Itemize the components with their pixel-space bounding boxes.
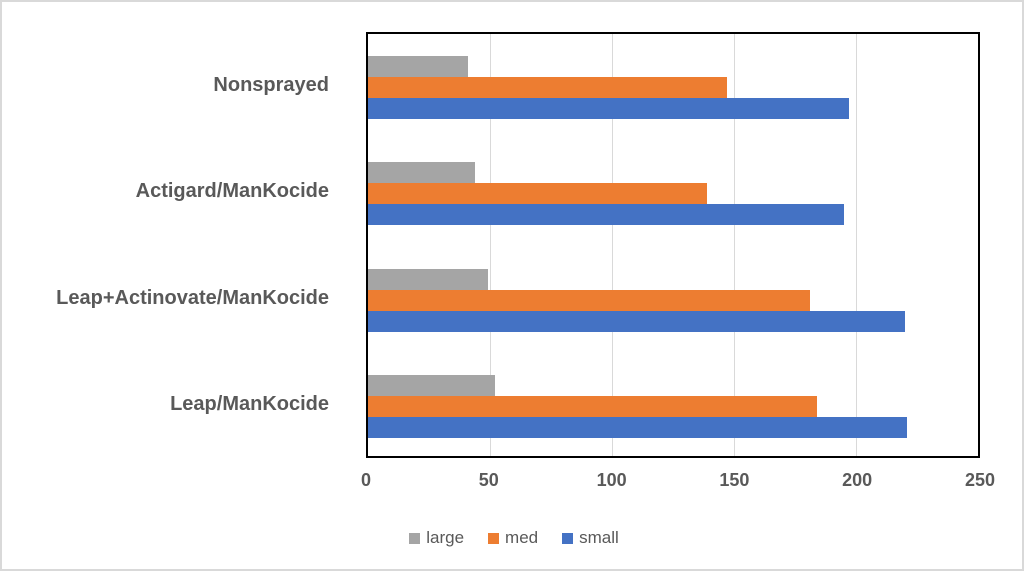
legend-label: med	[505, 528, 539, 547]
bar-leap-actinovate-mankocide-large	[368, 268, 488, 290]
bar-group-leap-mankocide	[368, 354, 978, 461]
bar-actigard-mankocide-large	[368, 162, 476, 184]
bar-leap-mankocide-large	[368, 375, 495, 397]
category-label-actigard-mankocide: Actigard/ManKocide	[135, 180, 329, 203]
legend-label: large	[426, 528, 465, 547]
category-label-leap-actinovate-mankocide: Leap+Actinovate/ManKocide	[56, 286, 329, 309]
x-tick-200: 200	[842, 470, 873, 490]
bar-actigard-mankocide-med	[368, 183, 708, 205]
gridline-50	[490, 34, 491, 456]
bar-rows	[368, 34, 978, 456]
bar-group-nonsprayed	[368, 34, 978, 141]
legend-swatch-icon	[562, 532, 574, 544]
x-axis: 0 50 100 150 200 250	[361, 470, 995, 494]
bar-leap-mankocide-small	[368, 417, 908, 439]
bar-nonsprayed-med	[368, 76, 727, 98]
category-label-nonsprayed: Nonsprayed	[213, 73, 329, 96]
gridline-150	[734, 34, 735, 456]
bar-leap-actinovate-mankocide-med	[368, 289, 810, 311]
bar-leap-mankocide-med	[368, 396, 817, 418]
category-axis: Nonsprayed Actigard/ManKocide Leap+Actinov…	[2, 32, 347, 458]
gridline-200	[856, 34, 857, 456]
legend-item-large: large	[409, 528, 464, 548]
category-label-leap-mankocide: Leap/ManKocide	[170, 393, 329, 416]
legend-item-med: med	[488, 528, 538, 548]
bar-nonsprayed-small	[368, 97, 849, 119]
x-tick-250: 250	[964, 470, 996, 490]
legend: large med small	[2, 525, 1022, 551]
bar-group-actigard-mankocide	[368, 141, 978, 248]
bar-nonsprayed-large	[368, 55, 469, 77]
legend-label: small	[579, 528, 619, 547]
legend-swatch-icon	[488, 532, 500, 544]
x-tick-0: 0	[360, 470, 372, 490]
plot-area	[366, 32, 980, 458]
legend-swatch-icon	[409, 532, 421, 544]
bar-actigard-mankocide-small	[368, 204, 844, 226]
gridline-100	[612, 34, 613, 456]
x-tick-50: 50	[478, 470, 499, 490]
legend-item-small: small	[562, 528, 619, 548]
bar-leap-actinovate-mankocide-small	[368, 310, 905, 332]
bar-group-leap-actinovate-mankocide	[368, 247, 978, 354]
x-tick-100: 100	[596, 470, 627, 490]
x-tick-150: 150	[719, 470, 750, 490]
